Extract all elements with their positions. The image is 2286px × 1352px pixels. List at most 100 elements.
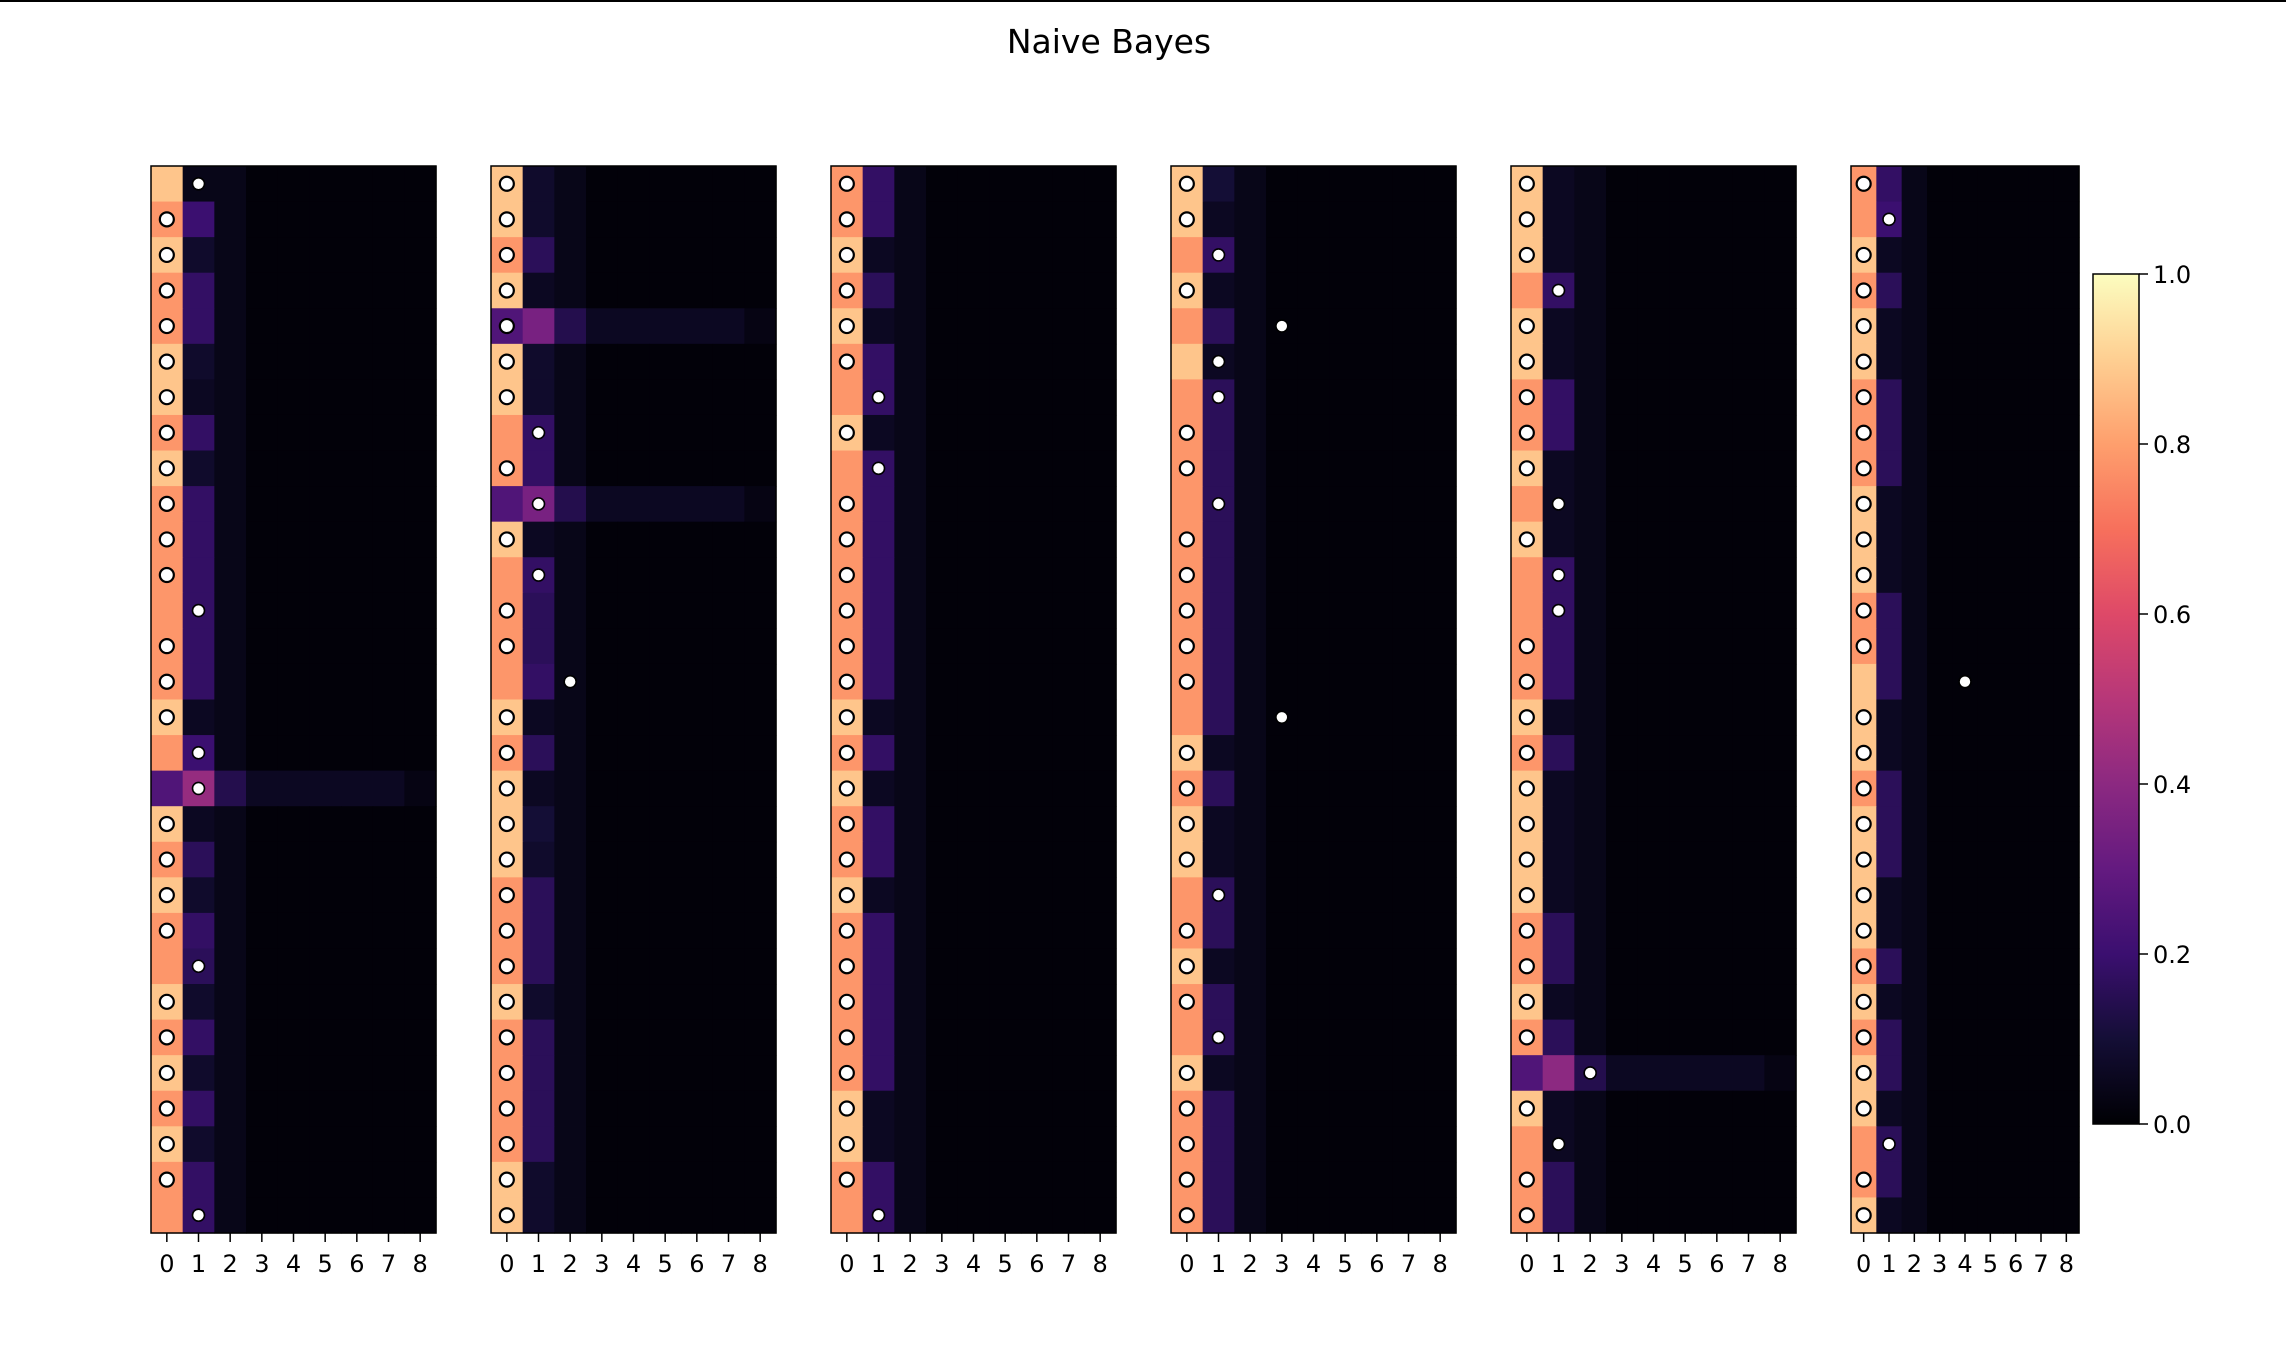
heatmap-cell [1424,237,1457,274]
heatmap-cell [957,841,990,878]
heatmap-cell [214,1090,247,1127]
true-label-marker [1855,922,1872,939]
true-label-marker [1855,638,1872,655]
true-label-marker [838,744,855,761]
heatmap-cell [894,770,927,807]
true-label-marker [1518,1171,1535,1188]
heatmap-cell [2053,272,2080,309]
heatmap-cell [341,592,374,629]
heatmap-cell [712,948,745,985]
heatmap-cell [1764,450,1797,487]
heatmap-cell [862,592,895,629]
x-tick-label: 7 [1061,1250,1076,1278]
heatmap-cell [712,557,745,594]
heatmap-cell [2028,557,2055,594]
heatmap-cell [1297,663,1330,701]
heatmap-cell [1927,1197,1953,1234]
heatmap-cell [1732,1055,1765,1092]
heatmap-cell [617,1197,650,1234]
heatmap-cell [1234,343,1267,380]
heatmap-cell [1764,414,1797,452]
heatmap-cell [681,699,714,736]
true-label-marker [1518,638,1535,655]
heatmap-cell [1606,379,1639,416]
heatmap-cell [372,343,405,380]
heatmap-cell [1361,877,1394,914]
heatmap-cell [1392,166,1425,203]
heatmap-cell [1361,272,1394,309]
heatmap-cell [1542,735,1575,772]
heatmap-cell [1669,237,1702,274]
heatmap-cell [1876,308,1903,345]
heatmap-cell [554,1019,587,1056]
heatmap-cell [617,984,650,1021]
chart-title: Naive Bayes [1006,22,1212,61]
heatmap-cell [1052,912,1085,950]
heatmap-cell [404,450,437,487]
heatmap-cell [862,343,895,380]
heatmap-cell [1234,166,1267,203]
heatmap-cell [214,735,247,772]
heatmap-cell [712,806,745,843]
heatmap-cell [1927,806,1953,843]
heatmap-cell [1574,735,1607,772]
heatmap-cell [1392,557,1425,594]
heatmap-cell [926,414,959,452]
heatmap-cell [1424,984,1457,1021]
heatmap-cell [1202,735,1235,772]
heatmap-cell [1361,557,1394,594]
heatmap-cell [309,912,342,950]
heatmap-cell [1266,521,1299,558]
heatmap-cell [2003,770,2029,807]
true-label-marker [838,1100,855,1117]
heatmap-cell [151,1197,184,1234]
x-tick-label: 2 [1243,1250,1258,1278]
heatmap-cell [1669,770,1702,807]
heatmap-cell [1234,841,1267,878]
heatmap-cell [1424,1126,1457,1163]
heatmap-cell [404,592,437,629]
heatmap-cell [309,984,342,1021]
heatmap-cell [1637,166,1670,203]
heatmap-cell [617,1055,650,1092]
true-label-marker [563,674,577,689]
true-label-marker [1518,815,1535,833]
heatmap-cell [1021,948,1054,985]
heatmap-cell [372,379,405,416]
heatmap-cell [649,557,682,594]
heatmap-cell [1084,663,1117,701]
heatmap-cell [1764,1161,1797,1199]
heatmap-cell [957,1019,990,1056]
heatmap-cell [586,237,619,274]
heatmap-cell [1876,663,1903,701]
heatmap-cell [1424,1019,1457,1056]
heatmap-cell [1052,699,1085,736]
heatmap-cell [341,272,374,309]
true-label-marker [158,638,175,655]
true-label-marker [1855,780,1872,797]
heatmap-cell [1606,272,1639,309]
heatmap-cell [586,912,619,950]
heatmap-cell [2028,379,2055,416]
heatmap-cell [246,806,279,843]
heatmap-cell [681,877,714,914]
heatmap-cell [1952,557,1979,594]
heatmap-cell [989,735,1022,772]
colorbar-tick-label: 0.6 [2153,601,2191,629]
true-label-marker [498,246,515,264]
heatmap-cell [1669,272,1702,309]
true-label-marker [838,424,855,441]
heatmap-cell [744,770,777,807]
heatmap-cell [1927,557,1953,594]
heatmap-cell [2003,628,2029,665]
heatmap-cell [554,699,587,736]
heatmap-cell [554,770,587,807]
heatmap-cell [2053,912,2080,950]
heatmap-cell [1574,1019,1607,1056]
heatmap-cell [309,735,342,772]
heatmap-cell [1927,414,1953,452]
true-label-marker [158,993,175,1010]
heatmap-cell [1424,486,1457,523]
heatmap-cell [372,557,405,594]
heatmap-cell [957,272,990,309]
